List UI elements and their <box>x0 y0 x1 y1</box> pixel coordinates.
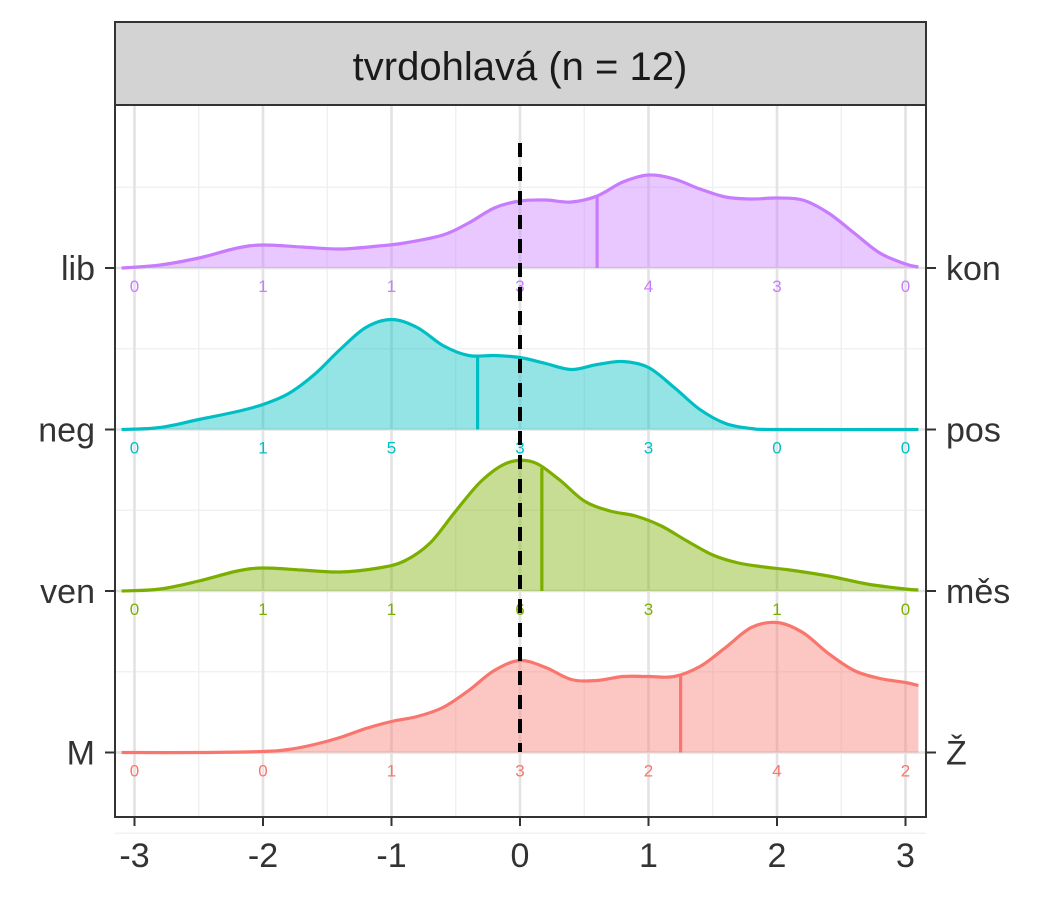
count-label: 0 <box>901 277 910 296</box>
count-label: 0 <box>130 600 139 619</box>
strip-title: tvrdohlavá (n = 12) <box>353 45 688 89</box>
count-label: 3 <box>772 277 781 296</box>
density-line <box>121 173 919 270</box>
count-label: 2 <box>644 762 653 781</box>
y-tick-label-left: lib <box>61 250 95 288</box>
strip-header <box>114 21 927 106</box>
count-label: 3 <box>515 439 524 458</box>
count-label: 0 <box>130 277 139 296</box>
count-label: 2 <box>901 762 910 781</box>
count-label: 0 <box>772 439 781 458</box>
ridge-M-Ž: 0 0 1 3 2 4 2 <box>121 620 919 781</box>
count-label: 1 <box>258 439 267 458</box>
count-label: 0 <box>901 439 910 458</box>
count-label: 0 <box>901 600 910 619</box>
count-label: 1 <box>258 277 267 296</box>
density-line <box>121 317 919 432</box>
x-tick-label: 3 <box>896 837 915 875</box>
count-label: 3 <box>515 762 524 781</box>
count-label: 3 <box>644 439 653 458</box>
y-tick-label-right: kon <box>946 250 1001 288</box>
density-line <box>121 620 919 755</box>
ridge-neg-pos: 0 1 5 3 3 0 0 <box>121 317 919 458</box>
count-label: 1 <box>387 600 396 619</box>
density-line <box>121 458 919 593</box>
count-label: 4 <box>772 762 781 781</box>
density-area <box>121 622 919 753</box>
y-tick-label-right: Ž <box>946 735 967 773</box>
count-label: 1 <box>258 600 267 619</box>
count-label: 0 <box>130 439 139 458</box>
y-tick-label-left: M <box>67 735 95 773</box>
y-axis-right: kon pos měs Ž <box>926 250 1010 773</box>
count-label: 1 <box>772 600 781 619</box>
count-label: 1 <box>387 762 396 781</box>
y-tick-label-left: ven <box>40 573 95 611</box>
x-tick-label: 0 <box>511 837 530 875</box>
count-label: 3 <box>644 600 653 619</box>
x-tick-label: -1 <box>376 837 406 875</box>
y-tick-label-right: pos <box>946 412 1001 450</box>
y-axis-left: lib neg ven M <box>38 250 115 773</box>
count-label: 0 <box>258 762 267 781</box>
count-label: 3 <box>515 277 524 296</box>
x-tick-label: 2 <box>768 837 787 875</box>
count-label: 4 <box>644 277 653 296</box>
count-label: 0 <box>130 762 139 781</box>
x-tick-label: -3 <box>119 837 149 875</box>
density-area <box>121 319 919 430</box>
count-label: 1 <box>387 277 396 296</box>
y-tick-label-right: měs <box>946 573 1010 611</box>
x-axis: -3 -2 -1 0 1 2 3 <box>119 817 915 875</box>
y-tick-label-left: neg <box>38 412 95 450</box>
x-tick-label: -2 <box>248 837 278 875</box>
count-label: 5 <box>387 439 396 458</box>
x-tick-label: 1 <box>639 837 658 875</box>
